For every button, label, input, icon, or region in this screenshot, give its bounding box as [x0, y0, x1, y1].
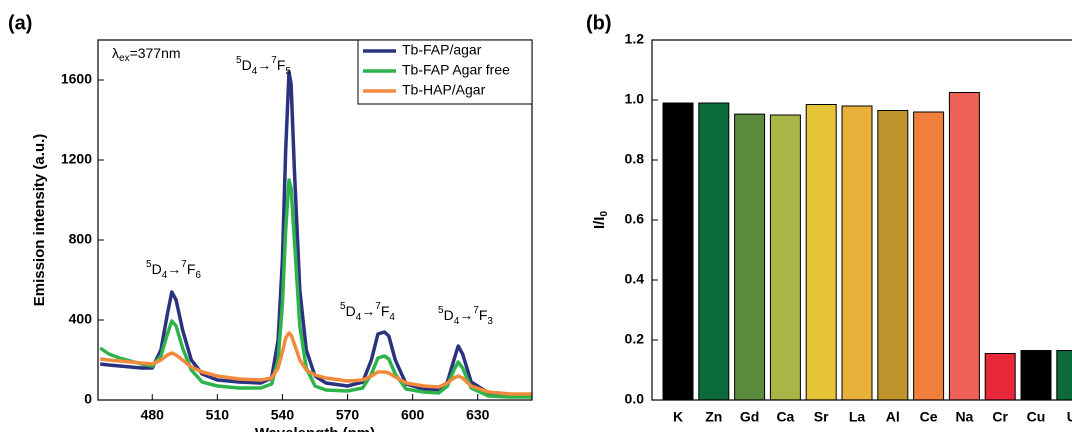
x-tick-label: Al — [886, 409, 900, 425]
bar — [662, 102, 694, 401]
x-tick-label: K — [673, 409, 683, 425]
y-tick-label: 0.2 — [625, 331, 645, 347]
y-tick-label: 0.8 — [625, 151, 645, 167]
annotation-part: F — [277, 57, 286, 73]
y-tick-label: 1600 — [61, 71, 92, 87]
annotation-part: 3 — [487, 316, 493, 327]
annotation-part: 7 — [375, 301, 381, 312]
x-tick-label: 630 — [466, 407, 490, 423]
x-tick-label: 510 — [206, 407, 230, 423]
annotation-part: → — [167, 261, 181, 277]
y-axis-label: Emission intensity (a.u.) — [31, 134, 48, 307]
annotation-part: 4 — [389, 312, 395, 323]
x-axis-label: Wavelength (nm) — [255, 425, 375, 432]
y-tick-label: 0 — [84, 391, 92, 407]
x-tick-label: 600 — [401, 407, 425, 423]
annotation-part: =377nm — [130, 45, 181, 61]
x-tick-label: 480 — [141, 407, 165, 423]
x-tick-label: Zn — [705, 409, 722, 425]
bar — [1020, 350, 1052, 401]
y-tick-label: 800 — [69, 231, 93, 247]
x-tick-label: Cu — [1027, 409, 1046, 425]
x-tick-label: Cr — [992, 409, 1008, 425]
annotation-part: D — [242, 57, 252, 73]
annotation-part: → — [459, 307, 473, 323]
annotation: λex=377nm — [112, 45, 181, 64]
annotation-part: F — [187, 261, 196, 277]
x-tick-label: La — [849, 409, 866, 425]
annotation: 5D4→7F3 — [438, 305, 493, 327]
annotation-part: 4 — [454, 316, 460, 327]
annotation-part: D — [444, 307, 454, 323]
bar — [769, 114, 801, 401]
annotation-part: λ — [112, 45, 119, 61]
annotation-part: 7 — [271, 55, 277, 66]
legend-label: Tb-FAP Agar free — [402, 62, 510, 78]
annotation: 5D4→7F4 — [340, 301, 395, 323]
bar — [877, 110, 909, 401]
plot-frame — [97, 39, 533, 401]
panel-label: (a) — [8, 12, 32, 34]
bar — [698, 102, 730, 401]
y-axis-label-part: I/I — [591, 217, 608, 230]
annotation-part: 5 — [340, 301, 346, 312]
annotation-part: D — [346, 303, 356, 319]
y-axis-label-part: 0 — [599, 211, 610, 217]
bar — [805, 104, 837, 401]
panel-label: (b) — [586, 12, 612, 34]
y-tick-label: 0.4 — [625, 271, 645, 287]
annotation-part: 5 — [285, 66, 291, 77]
bar — [734, 113, 766, 401]
y-axis-label: I/I0 — [591, 211, 610, 230]
y-tick-label: 0.0 — [625, 391, 645, 407]
annotation-part: 5 — [146, 259, 152, 270]
x-tick-label: 570 — [336, 407, 360, 423]
y-tick-label: 0.6 — [625, 211, 645, 227]
x-tick-label: 540 — [271, 407, 295, 423]
annotation-part: 4 — [162, 270, 168, 281]
y-tick-label: 1.0 — [625, 91, 645, 107]
x-tick-label: Ca — [776, 409, 794, 425]
annotation-part: F — [479, 307, 488, 323]
x-tick-label: Ce — [920, 409, 938, 425]
annotation: 5D4→7F6 — [146, 259, 201, 281]
bar — [841, 105, 873, 401]
annotation: 5D4→7F5 — [236, 55, 291, 77]
bar — [913, 111, 945, 401]
x-tick-label: U — [1067, 409, 1072, 425]
bar — [1056, 350, 1072, 401]
annotation-part: → — [361, 303, 375, 319]
annotation-part: F — [381, 303, 390, 319]
annotation-part: 4 — [252, 66, 258, 77]
spectrum-line — [99, 178, 532, 399]
annotation-part: 6 — [195, 270, 201, 281]
annotation-part: 7 — [181, 259, 187, 270]
x-tick-label: Sr — [814, 409, 829, 425]
y-tick-label: 400 — [69, 311, 93, 327]
bar — [984, 353, 1016, 401]
x-tick-label: Gd — [740, 409, 759, 425]
y-tick-label: 1.2 — [625, 31, 645, 47]
annotation-part: 4 — [356, 312, 362, 323]
legend-label: Tb-FAP/agar — [402, 42, 482, 58]
spectrum-line — [99, 331, 532, 396]
annotation-part: 7 — [473, 305, 479, 316]
x-tick-label: Na — [955, 409, 973, 425]
annotation-part: 5 — [236, 55, 242, 66]
y-tick-label: 1200 — [61, 151, 92, 167]
annotation-part: D — [152, 261, 162, 277]
annotation-part: ex — [119, 53, 130, 64]
legend-label: Tb-HAP/Agar — [402, 82, 486, 98]
annotation-part: 5 — [438, 305, 444, 316]
bar — [948, 92, 980, 401]
annotation-part: → — [257, 57, 271, 73]
